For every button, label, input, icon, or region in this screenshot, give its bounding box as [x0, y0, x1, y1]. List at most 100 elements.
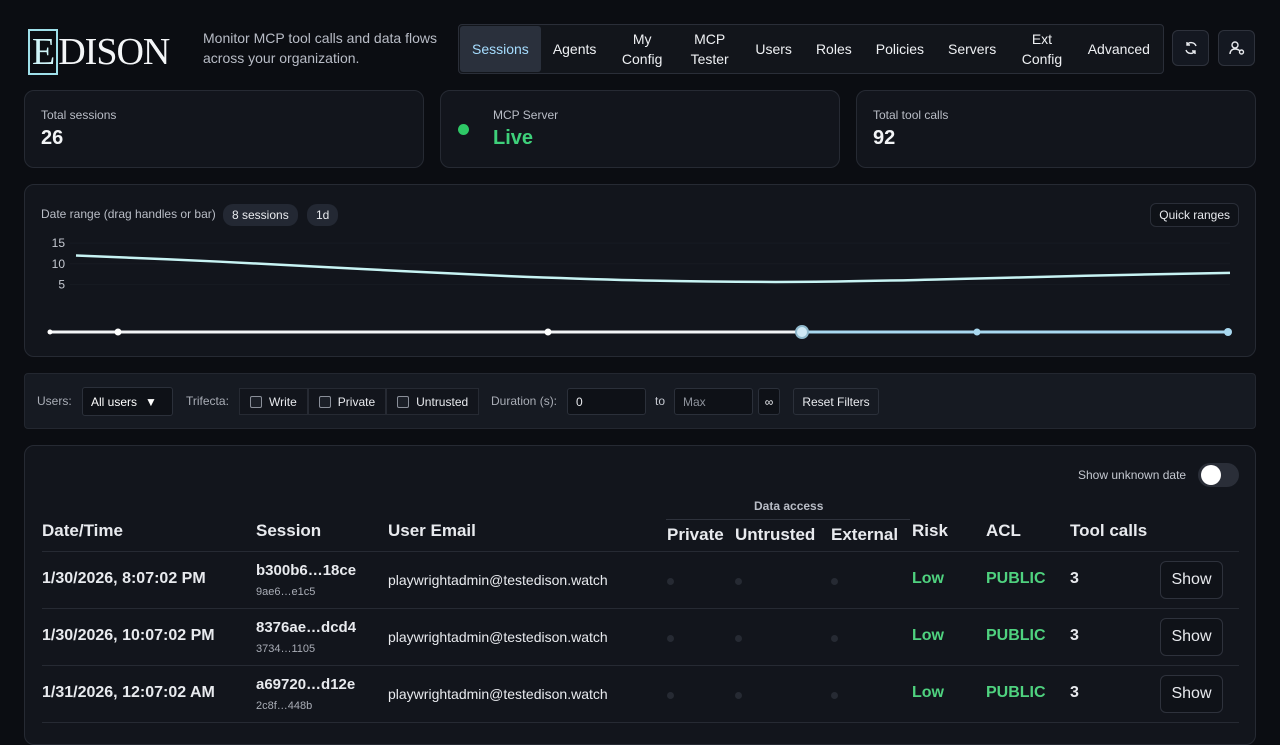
column-header: Date/Time: [42, 521, 123, 540]
stat-label: MCP Server: [493, 108, 559, 122]
nav-item[interactable]: Users: [743, 26, 804, 72]
access-dot: [667, 635, 674, 642]
risk-cell: Low: [912, 627, 944, 644]
stat-card: Total sessions 26: [24, 90, 424, 168]
page: EDISON Monitor MCP tool calls and data f…: [24, 24, 1256, 745]
range-handle[interactable]: [795, 325, 809, 339]
reset-button[interactable]: Reset Filters: [793, 388, 879, 415]
to-label: to: [655, 394, 666, 408]
risk-cell: Low: [912, 684, 944, 701]
range-handle[interactable]: [1224, 328, 1232, 336]
users-value: All users: [91, 394, 138, 409]
access-dot: [735, 635, 742, 642]
nav-item[interactable]: MCP Tester: [676, 26, 743, 72]
nav-item[interactable]: Servers: [936, 26, 1008, 72]
nav-label: Roles: [815, 41, 852, 57]
checkbox: [318, 395, 331, 408]
row-separator: [42, 665, 1239, 666]
users-select[interactable]: All users ▼: [82, 387, 173, 416]
trifecta-label: Write: [269, 394, 297, 409]
date-cell: 1/30/2026, 8:07:02 PM: [42, 570, 206, 587]
column-header: External: [831, 525, 899, 544]
column-header: Untrusted: [735, 525, 816, 544]
stat-card: MCP Server Live: [440, 90, 840, 168]
trifecta-option[interactable]: Write: [239, 388, 308, 415]
trifecta-option[interactable]: Private: [307, 388, 387, 415]
stat-value: 92: [873, 127, 896, 149]
date-cell: 1/31/2026, 12:07:02 AM: [42, 684, 215, 701]
nav-label: Agents: [552, 41, 597, 57]
stat-value: Live: [493, 127, 534, 149]
email-cell: playwrightadmin@testedison.watch: [388, 686, 608, 702]
date-range-card: Date range (drag handles or bar) 8 sessi…: [24, 184, 1256, 357]
nav-item[interactable]: Policies: [864, 26, 936, 72]
quick-ranges-button[interactable]: Quick ranges: [1150, 203, 1239, 227]
show-button[interactable]: Show: [1160, 675, 1223, 713]
stat-value: 26: [41, 127, 64, 149]
range-point: [47, 329, 53, 335]
nav-item[interactable]: My Config: [608, 26, 675, 72]
user-button[interactable]: [1218, 30, 1255, 66]
group-rule: [666, 519, 910, 520]
trifecta-option[interactable]: Untrusted: [386, 388, 480, 415]
show-button[interactable]: Show: [1160, 561, 1223, 599]
session-cell: 8376ae…dcd4: [256, 619, 357, 636]
group-header: Data access: [754, 499, 824, 513]
users-label: Users:: [37, 394, 72, 408]
nav-item[interactable]: Roles: [804, 26, 864, 72]
column-header: User Email: [388, 521, 476, 540]
stat-label: Total tool calls: [873, 108, 949, 122]
session-sub: 2c8f…448b: [256, 700, 313, 712]
checkbox: [397, 395, 410, 408]
trifecta-label: Trifecta:: [186, 394, 229, 408]
column-header: ACL: [986, 521, 1021, 540]
nav-item[interactable]: Advanced: [1076, 26, 1162, 72]
show-button[interactable]: Show: [1160, 618, 1223, 656]
column-header: Risk: [912, 521, 948, 540]
badge: 8 sessions: [223, 204, 298, 226]
toggle[interactable]: [1198, 463, 1239, 487]
range-point: [114, 328, 122, 336]
refresh-button[interactable]: [1172, 30, 1209, 66]
trifecta-label: Untrusted: [416, 394, 469, 409]
nav-label: Sessions: [472, 41, 529, 57]
tool-calls-cell: 3: [1070, 684, 1079, 701]
nav-label: Users: [755, 41, 792, 57]
toggle-label: Show unknown date: [1078, 468, 1187, 482]
nav-label: Advanced: [1087, 41, 1150, 57]
access-dot: [667, 578, 674, 585]
range-point: [973, 328, 981, 336]
email-cell: playwrightadmin@testedison.watch: [388, 572, 608, 588]
trifecta-group: Write Private Untrusted: [239, 388, 480, 415]
session-cell: b300b6…18ce: [256, 562, 357, 579]
session-sub: 9ae6…e1c5: [256, 586, 316, 598]
sessions-table: Show unknown date Data access Date/Time S…: [24, 445, 1256, 745]
acl-cell: PUBLIC: [986, 570, 1046, 587]
risk-cell: Low: [912, 570, 944, 587]
status-dot: [458, 124, 469, 135]
logo[interactable]: EDISON: [32, 31, 170, 73]
badge: 1d: [307, 204, 339, 226]
min-input[interactable]: 0: [567, 388, 646, 415]
nav-label: Servers: [947, 41, 997, 57]
nav-item[interactable]: Sessions: [460, 26, 541, 72]
infinity-button[interactable]: ∞: [758, 388, 780, 415]
nav-label: Policies: [875, 41, 924, 57]
column-header: Private: [667, 525, 724, 544]
nav-label: Ext Config: [1021, 31, 1063, 67]
access-dot: [831, 635, 838, 642]
y-tick-label: 5: [58, 277, 65, 291]
date-range-chart: 5 10 15: [47, 236, 1232, 339]
trifecta-label: Private: [337, 394, 376, 409]
checkbox: [250, 395, 262, 408]
session-line: [75, 254, 1231, 284]
nav-item[interactable]: Agents: [541, 26, 609, 72]
date-range-label: Date range (drag handles or bar): [41, 207, 216, 221]
stat-card: Total tool calls 92: [856, 90, 1256, 168]
date-cell: 1/30/2026, 10:07:02 PM: [42, 627, 215, 644]
nav-item[interactable]: Ext Config: [1008, 26, 1075, 72]
column-header: Tool calls: [1070, 521, 1148, 540]
max-input[interactable]: Max: [674, 388, 753, 415]
column-header: Session: [256, 521, 322, 540]
row-separator: [42, 722, 1239, 723]
